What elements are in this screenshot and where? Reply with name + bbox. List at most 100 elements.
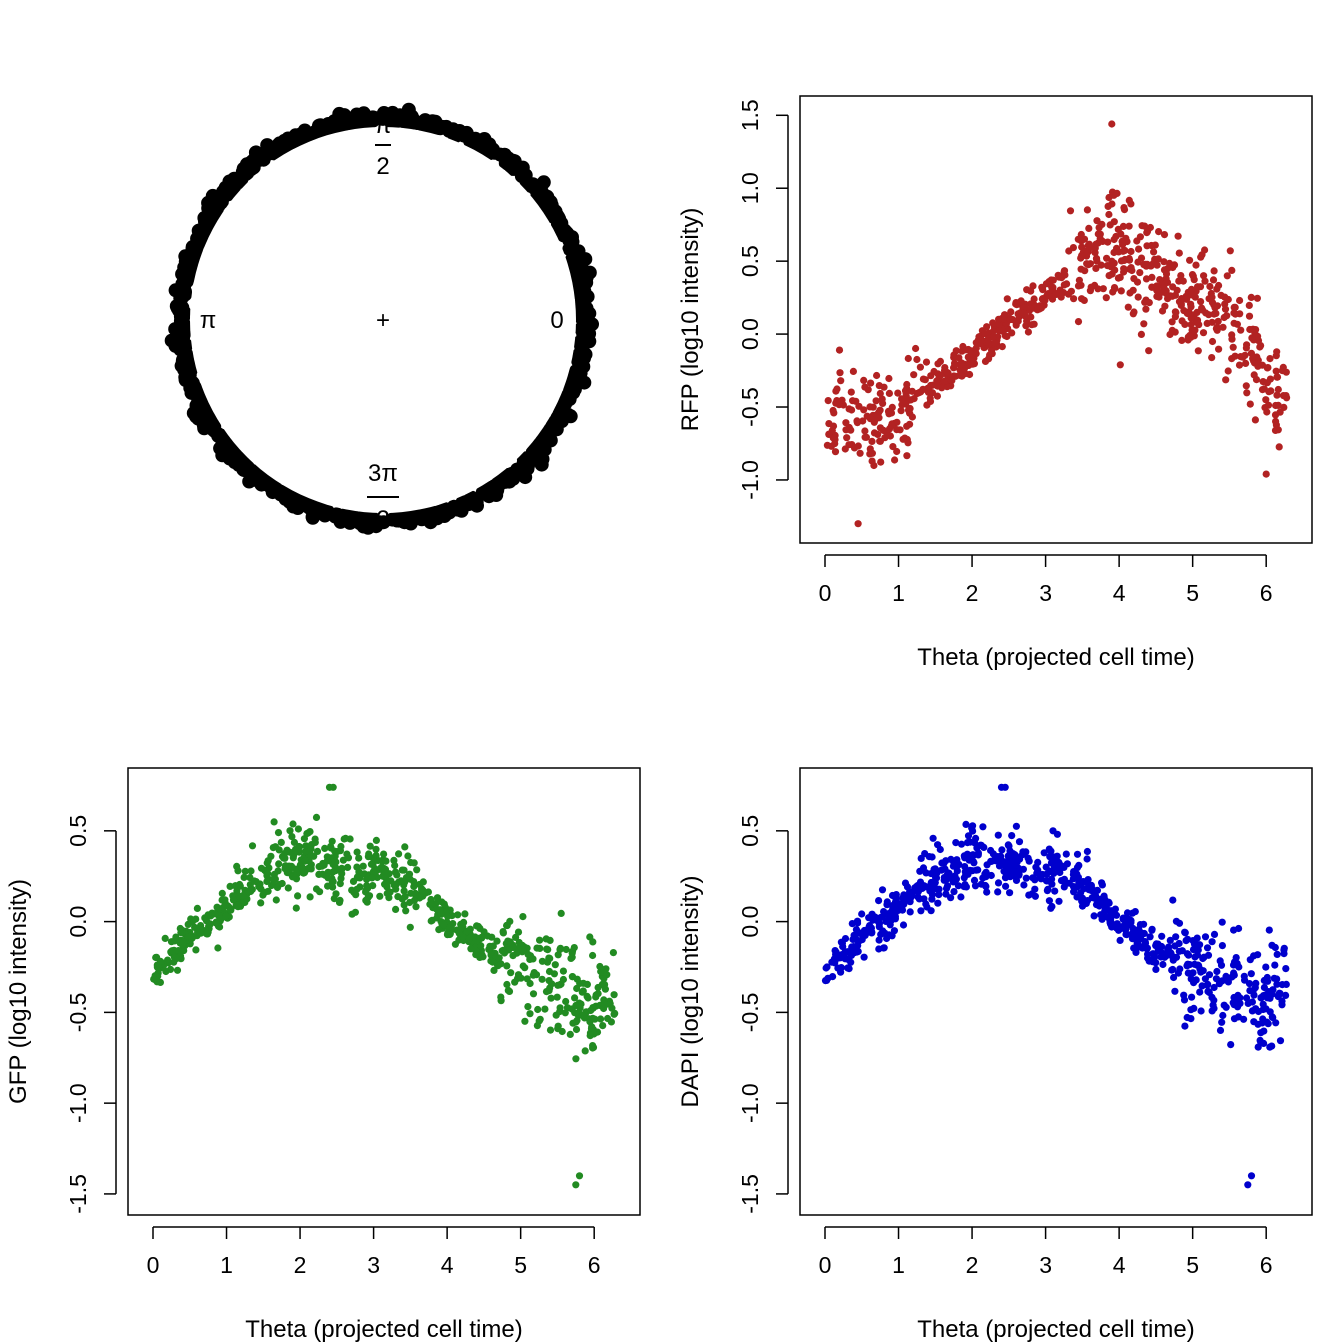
data-point [1264, 364, 1272, 372]
data-point [1261, 404, 1269, 412]
data-point [1194, 347, 1202, 355]
data-point [1159, 960, 1167, 969]
y-tick-label: -1.0 [737, 460, 763, 500]
data-point [1008, 832, 1016, 840]
data-point [1110, 259, 1118, 267]
data-point [1169, 283, 1177, 291]
data-point [1006, 316, 1014, 324]
data-point [935, 891, 943, 899]
circle-point [566, 368, 581, 382]
data-point [847, 388, 855, 396]
data-point [822, 964, 830, 972]
data-point [292, 904, 300, 912]
data-point [1048, 902, 1056, 911]
data-point [156, 957, 165, 966]
data-point [883, 934, 891, 943]
data-point [825, 430, 833, 438]
x-tick-label: 4 [441, 1252, 454, 1278]
data-point [870, 429, 879, 437]
data-point [330, 895, 338, 903]
data-point [983, 861, 991, 869]
data-point [952, 875, 961, 883]
circle-point [482, 137, 497, 152]
data-point [1120, 256, 1128, 264]
data-point [926, 394, 934, 402]
circle-point [576, 288, 591, 303]
data-point [601, 1000, 609, 1008]
data-point [1280, 950, 1288, 958]
circle-point [529, 438, 544, 453]
data-point [1154, 255, 1162, 263]
circle-point [178, 287, 193, 302]
data-point [1219, 323, 1227, 331]
data-point [1171, 328, 1179, 336]
data-point [1246, 400, 1254, 408]
data-point [850, 444, 859, 452]
data-point [1187, 285, 1196, 293]
data-point [841, 445, 849, 453]
data-point [1133, 278, 1142, 286]
data-point [856, 449, 864, 457]
circle-point [576, 321, 591, 336]
data-point [1230, 971, 1238, 979]
data-point [1073, 870, 1081, 878]
data-point [1078, 897, 1086, 905]
data-point [1239, 353, 1247, 361]
data-point [1192, 261, 1200, 269]
data-point [1169, 965, 1177, 974]
circle-point [565, 383, 580, 398]
data-point [353, 885, 361, 893]
data-point [897, 407, 905, 415]
circle-point [360, 510, 375, 525]
data-point [1209, 1001, 1217, 1009]
data-point [1006, 873, 1014, 881]
data-point [526, 1010, 534, 1018]
data-point [842, 426, 850, 434]
data-point [904, 354, 912, 363]
data-point [1275, 989, 1284, 997]
data-point [835, 401, 843, 409]
data-point [919, 375, 928, 383]
data-point [1256, 343, 1264, 351]
data-point [460, 918, 468, 927]
data-point [861, 383, 869, 391]
data-point [849, 367, 858, 375]
data-point [1264, 1020, 1272, 1028]
data-point [393, 871, 401, 879]
data-point [1124, 303, 1132, 311]
data-point [329, 860, 337, 869]
circle-point [404, 510, 419, 525]
data-point [1160, 266, 1169, 274]
data-point [1127, 264, 1135, 272]
data-point [1164, 944, 1172, 952]
data-point [573, 1016, 581, 1025]
data-point [440, 900, 448, 908]
data-point [984, 336, 992, 344]
data-point [1070, 888, 1078, 896]
data-point [950, 859, 958, 867]
data-point [1178, 336, 1186, 344]
data-point [359, 862, 367, 870]
outlier-point [1244, 1181, 1252, 1189]
y-tick-label: 1.0 [737, 172, 763, 204]
data-point [554, 1025, 562, 1033]
circle-point [416, 510, 431, 525]
data-point [536, 936, 544, 944]
data-point [1107, 920, 1115, 928]
circle-point [573, 335, 587, 350]
data-point [1077, 281, 1085, 289]
data-point [1126, 916, 1134, 924]
data-point [553, 993, 561, 1001]
x-tick-label: 5 [1186, 1252, 1199, 1278]
data-point [211, 910, 219, 918]
circle-point [533, 185, 547, 200]
data-point [1204, 987, 1212, 996]
data-point [321, 844, 329, 853]
data-point [250, 877, 258, 885]
circle-point [176, 352, 191, 367]
data-point [828, 958, 836, 966]
data-point [379, 867, 387, 875]
outlier-point [329, 783, 337, 791]
data-point [372, 845, 380, 853]
data-point [319, 870, 327, 878]
